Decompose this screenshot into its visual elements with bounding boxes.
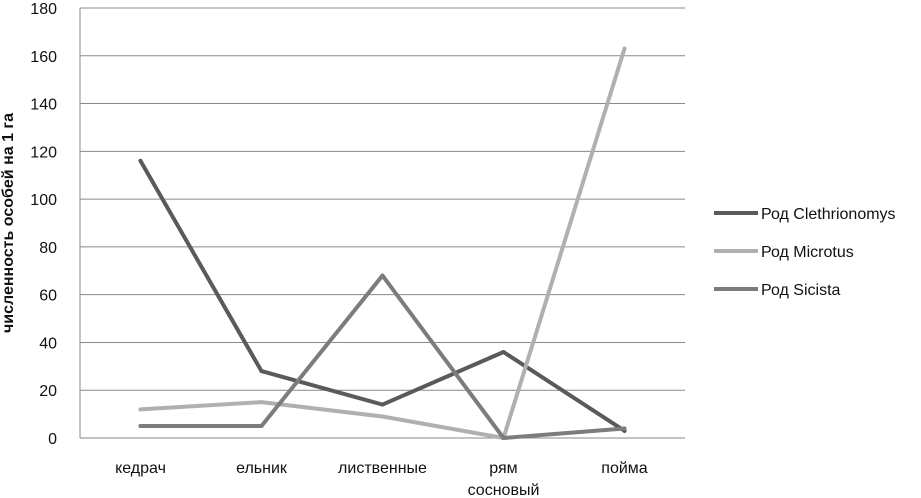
y-tick-label: 140 xyxy=(30,97,57,114)
data-point xyxy=(380,273,385,278)
x-tick-label: ельник xyxy=(236,460,288,477)
x-tick-label: пойма xyxy=(601,460,648,477)
data-point xyxy=(259,400,264,405)
y-tick-label: 80 xyxy=(39,240,57,257)
data-point xyxy=(380,414,385,419)
data-point xyxy=(138,424,143,429)
data-point xyxy=(138,407,143,412)
data-point xyxy=(259,369,264,374)
x-tick-label: лиственные xyxy=(338,460,427,477)
x-tick-labels: кедрач ельник лиственные рям сосновый пойма xyxy=(115,460,648,498)
y-tick-label: 100 xyxy=(30,192,57,209)
legend-label: Род Sicista xyxy=(761,282,841,299)
data-point xyxy=(622,46,627,51)
y-tick-label: 0 xyxy=(48,431,57,448)
y-tick-label: 40 xyxy=(39,335,57,352)
series-lines xyxy=(138,46,627,440)
y-tick-label: 160 xyxy=(30,49,57,66)
y-tick-label: 60 xyxy=(39,288,57,305)
legend-label: Род Clethrionomys xyxy=(761,206,896,223)
data-point xyxy=(501,350,506,354)
y-tick-label: 180 xyxy=(30,1,57,18)
axes xyxy=(79,8,685,439)
x-tick-label: рям xyxy=(489,460,517,477)
legend-label: Род Microtus xyxy=(761,244,854,261)
x-tick-label: кедрач xyxy=(115,460,166,477)
series-line-2 xyxy=(138,46,627,440)
legend: Род Clethrionomys Род Microtus Род Sicista xyxy=(714,206,896,299)
x-tick-label: сосновый xyxy=(468,482,540,498)
data-point xyxy=(138,158,143,163)
y-tick-label: 20 xyxy=(39,383,57,400)
y-tick-labels: 0 20 40 60 80 100 120 140 160 180 xyxy=(30,1,57,448)
series-line-3 xyxy=(138,273,627,440)
gridlines xyxy=(80,7,685,391)
data-point xyxy=(259,424,264,429)
data-point xyxy=(622,426,627,431)
data-point xyxy=(380,402,385,407)
y-tick-label: 120 xyxy=(30,144,57,161)
data-point xyxy=(501,436,506,440)
y-axis-label: численность особей на 1 га xyxy=(0,113,17,333)
